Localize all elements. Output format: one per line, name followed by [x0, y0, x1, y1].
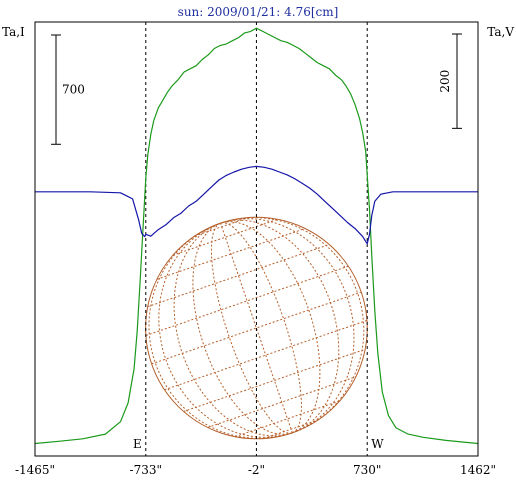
solar-disk-grid — [145, 216, 368, 440]
meridian-line — [220, 217, 365, 434]
x-tick-label: -1465" — [15, 463, 55, 477]
meridian-line — [173, 222, 293, 437]
series-lines — [34, 27, 479, 445]
x-tick-label: 730" — [353, 463, 381, 477]
meridian-line — [220, 219, 340, 434]
limb-marker-label-e: E — [133, 437, 142, 451]
x-tick-label: -2" — [248, 463, 265, 477]
scale-bars: 700 200 — [51, 33, 462, 145]
parallel-line — [164, 319, 368, 391]
x-tick-label: -733" — [130, 463, 162, 477]
meridian-line — [220, 221, 321, 434]
chart-title: sun: 2009/01/21: 4.76[cm] — [178, 5, 339, 19]
parallel-line — [263, 419, 319, 439]
x-tick-labels: -1465" -733" -2" 730" 1462" — [15, 463, 496, 477]
polarization-series-line — [35, 165, 478, 245]
plot-frame — [34, 21, 479, 457]
x-tick-label: 1462" — [460, 463, 496, 477]
parallel-line — [147, 244, 330, 308]
meridian-line — [192, 222, 293, 435]
meridian-line — [220, 222, 302, 434]
parallel-line — [145, 265, 349, 336]
limb-marker-label-w: W — [371, 437, 384, 451]
y-right-axis-label: Ta,V — [487, 25, 514, 39]
parallel-line — [194, 217, 249, 237]
scale-bar-label-right: 200 — [438, 70, 452, 93]
y-left-axis-label: Ta,I — [2, 25, 25, 39]
parallel-line — [183, 348, 366, 412]
meridian-line — [148, 222, 293, 439]
scale-bar-label-left: 700 — [62, 83, 85, 97]
parallel-line — [234, 400, 341, 438]
